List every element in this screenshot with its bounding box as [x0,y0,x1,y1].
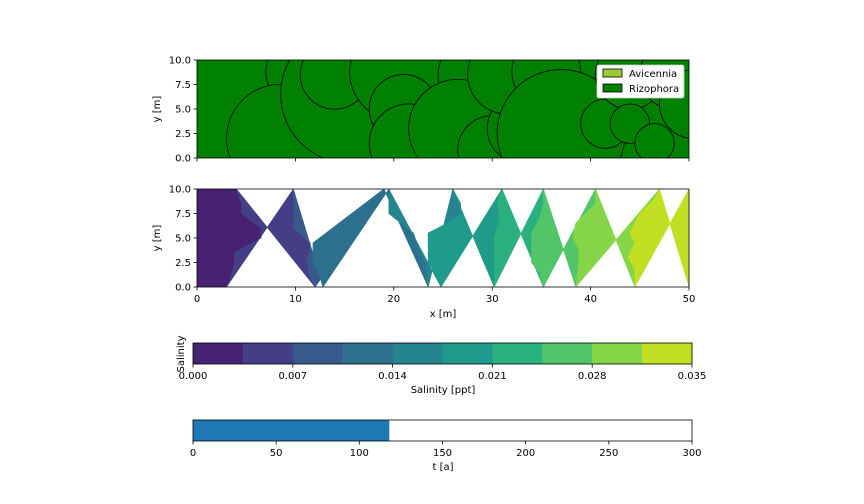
colorbar-segment [193,343,244,364]
tree-y-tick-label: 2.5 [175,129,191,140]
legend-label-rizophora: Rizophora [629,84,679,95]
colorbar-segment [642,343,693,364]
legend-swatch-rizophora [602,83,623,93]
colorbar-label: Salinity [ppt] [411,385,476,396]
tree-panel: 0.0 2.5 5.0 7.5 10.0 y [m] Avicennia Rizopho… [152,56,690,165]
time-tick-label: 0 [190,448,196,459]
colorbar-segment [342,343,394,364]
tree-y-tick-label: 5.0 [175,105,191,116]
time-progress: 0 50 100 150 200 250 300 t [a] [190,419,702,473]
salinity-x-tick-label: 10 [289,294,302,305]
colorbar-segment [242,343,294,364]
colorbar-axis: 0.000 0.007 0.014 0.021 0.028 0.035 [179,364,707,382]
tree-y-tick-label: 10.0 [169,56,191,67]
salinity-y-tick-label: 5.0 [175,234,191,245]
time-tick-label: 200 [516,448,535,459]
time-tick-label: 150 [433,448,452,459]
salinity-panel: 0.0 2.5 5.0 7.5 10.0 0 10 20 30 40 50 y [m] x [m] [152,185,695,321]
colorbar-tick-label: 0.021 [478,371,507,382]
colorbar-tick-label: 0.014 [378,371,407,382]
time-tick-label: 250 [599,448,618,459]
salinity-x-tick-label: 40 [584,294,597,305]
colorbar-segments [193,343,693,364]
salinity-y-tick-label: 2.5 [175,258,191,269]
salinity-band [427,189,503,287]
time-tick-label: 100 [350,448,369,459]
tree-crowns [197,60,689,158]
colorbar-segment [492,343,543,364]
colorbar-tick-label: 0.000 [179,371,208,382]
tree-crown [634,123,675,158]
salinity-x-tick-label: 20 [387,294,400,305]
time-axis-label: t [a] [432,462,453,473]
colorbar: 0.000 0.007 0.014 0.021 0.028 0.035 Salinity … [176,335,706,396]
salinity-contour [197,189,689,287]
salinity-x-tick-label: 30 [486,294,499,305]
salinity-x-axis: 0 10 20 30 40 50 [194,287,696,305]
salinity-y-axis-label: y [m] [152,225,163,252]
time-axis: 0 50 100 150 200 250 300 [190,441,702,459]
colorbar-frame [192,342,693,365]
tree-y-tick-label: 7.5 [175,80,191,91]
colorbar-tick-label: 0.007 [278,371,307,382]
time-progress-fill [193,420,390,441]
salinity-band [627,189,689,287]
tree-y-axis: 0.0 2.5 5.0 7.5 10.0 [169,56,197,165]
legend-swatch-avicennia [602,68,623,78]
colorbar-segment [292,343,344,364]
salinity-x-axis-label: x [m] [430,309,457,320]
colorbar-y-label: Salinity [176,335,187,372]
colorbar-segment [392,343,443,364]
tree-y-axis-label: y [m] [152,96,163,123]
salinity-y-axis: 0.0 2.5 5.0 7.5 10.0 [169,185,197,294]
salinity-x-tick-label: 50 [683,294,696,305]
salinity-y-tick-label: 0.0 [175,283,191,294]
colorbar-segment [542,343,593,364]
tree-y-tick-label: 0.0 [175,154,191,165]
time-tick-label: 300 [682,448,701,459]
salinity-band [312,189,429,287]
salinity-band [197,189,262,287]
colorbar-tick-label: 0.035 [678,371,707,382]
colorbar-segment [592,343,643,364]
salinity-x-tick-label: 0 [194,294,200,305]
legend-label-avicennia: Avicennia [629,69,677,80]
salinity-y-tick-label: 7.5 [175,209,191,220]
colorbar-tick-label: 0.028 [578,371,607,382]
tree-x-axis [196,158,690,162]
colorbar-segment [442,343,493,364]
salinity-y-tick-label: 10.0 [169,185,191,196]
legend: Avicennia Rizophora [596,64,685,99]
time-tick-label: 50 [270,448,283,459]
